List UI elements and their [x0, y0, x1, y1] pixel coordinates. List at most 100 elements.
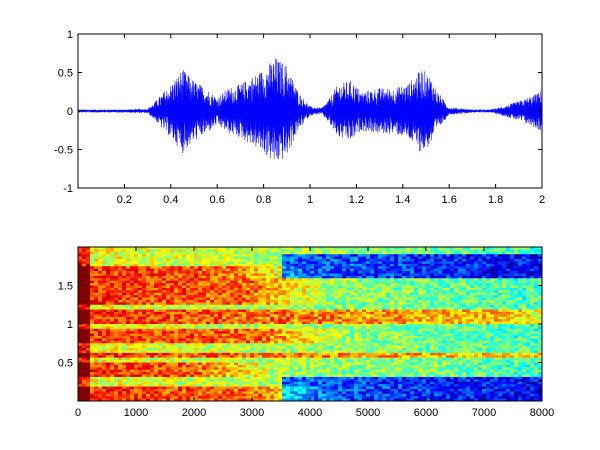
spectrogram-cell — [102, 254, 107, 257]
spectrogram-cell — [358, 261, 363, 265]
spectrogram-cell — [98, 316, 103, 320]
spectrogram-cell — [334, 333, 339, 337]
spectrogram-cell — [466, 285, 471, 289]
spectrogram-cell — [366, 254, 371, 257]
spectrogram-cell — [510, 314, 515, 318]
spectrogram-cell — [278, 271, 283, 274]
spectrogram-cell — [414, 304, 419, 308]
spectrogram-cell — [370, 261, 375, 265]
spectrogram-cell — [498, 328, 503, 332]
spectrogram-cell — [366, 285, 371, 289]
spectrogram-cell — [230, 256, 235, 260]
spectrogram-cell — [258, 328, 263, 332]
spectrogram-cell — [458, 314, 463, 318]
spectrogram-cell — [330, 307, 335, 310]
spectrogram-cell — [458, 299, 463, 303]
spectrogram-cell — [358, 295, 363, 298]
spectrogram-cell — [122, 324, 127, 327]
spectrogram-cell — [494, 263, 499, 267]
spectrogram-cell — [114, 331, 119, 334]
spectrogram-cell — [418, 333, 423, 337]
spectrogram-cell — [218, 295, 223, 298]
spectrogram-cell — [510, 268, 515, 272]
spectrogram-cell — [426, 287, 431, 291]
spectrogram-cell — [210, 304, 215, 308]
spectrogram-cell — [282, 304, 287, 308]
spectrogram-cell — [446, 247, 451, 250]
spectrogram-cell — [490, 271, 495, 274]
spectrogram-cell — [242, 261, 247, 265]
spectrogram-cell — [414, 326, 419, 330]
spectrogram-cell — [350, 333, 355, 337]
spectrogram-cell — [362, 278, 367, 281]
spectrogram-cell — [510, 259, 515, 262]
spectrogram-cell — [418, 314, 423, 318]
spectrogram-cell — [302, 273, 307, 277]
spectrogram-cell — [302, 343, 307, 346]
spectrogram-cell — [138, 348, 143, 351]
spectrogram-cell — [134, 266, 139, 269]
spectrogram-cell — [522, 314, 527, 318]
spectrogram-cell — [122, 304, 127, 308]
spectrogram-cell — [538, 290, 543, 294]
spectrogram-cell — [186, 280, 191, 284]
spectrogram-cell — [254, 278, 259, 281]
spectrogram-cell — [142, 290, 147, 294]
spectrogram-cell — [150, 251, 155, 255]
spectrogram-cell — [382, 283, 387, 286]
spectrogram-cell — [278, 326, 283, 330]
spectrogram-cell — [438, 251, 443, 255]
spectrogram-cell — [430, 324, 435, 327]
spectrogram-cell — [190, 287, 195, 291]
spectrogram-cell — [118, 326, 123, 330]
spectrogram-cell — [334, 256, 339, 260]
spectrogram-cell — [206, 251, 211, 255]
spectrogram-cell — [410, 261, 415, 265]
spectrogram-cell — [310, 316, 315, 320]
spectrogram-cell — [386, 259, 391, 262]
spectrogram-cell — [82, 278, 87, 281]
spectrogram-cell — [258, 319, 263, 322]
spectrogram-cell — [530, 333, 535, 337]
spectrogram-cell — [254, 316, 259, 320]
spectrogram-cell — [386, 328, 391, 332]
spectrogram-cell — [350, 263, 355, 267]
spectrogram-cell — [206, 307, 211, 310]
spectrogram-cell — [402, 326, 407, 330]
spectrogram-cell — [466, 336, 471, 339]
spectrogram-cell — [466, 268, 471, 272]
spectrogram-cell — [310, 343, 315, 346]
spectrogram-cell — [406, 304, 411, 308]
spectrogram-cell — [510, 316, 515, 320]
spectrogram-cell — [78, 345, 83, 349]
spectrogram-cell — [170, 285, 175, 289]
spectrogram-cell — [354, 336, 359, 339]
spectrogram-cell — [82, 336, 87, 339]
spectrogram-cell — [318, 292, 323, 296]
spectrogram-cell — [414, 287, 419, 291]
spectrogram-cell — [142, 295, 147, 298]
spectrogram-cell — [386, 299, 391, 303]
spectrogram-cell — [306, 297, 311, 301]
spectrogram-cell — [262, 331, 267, 334]
spectrogram-cell — [450, 266, 455, 269]
spectrogram-cell — [414, 261, 419, 265]
spectrogram-cell — [194, 324, 199, 327]
spectrogram-cell — [390, 319, 395, 322]
spectrogram-cell — [358, 271, 363, 274]
spectrogram-cell — [318, 278, 323, 281]
spectrogram-cell — [202, 307, 207, 310]
spectrogram-cell — [350, 338, 355, 342]
spectrogram-cell — [466, 249, 471, 253]
spectrogram-cell — [178, 302, 183, 306]
spectrogram-cell — [302, 271, 307, 274]
spectrogram-cell — [102, 336, 107, 339]
spectrogram-cell — [190, 275, 195, 279]
spectrogram-cell — [190, 324, 195, 327]
spectrogram-cell — [322, 326, 327, 330]
spectrogram-cell — [338, 256, 343, 260]
spectrogram-cell — [166, 299, 171, 303]
spectrogram-cell — [502, 263, 507, 267]
spectrogram-cell — [502, 266, 507, 269]
spectrogram-cell — [378, 297, 383, 301]
